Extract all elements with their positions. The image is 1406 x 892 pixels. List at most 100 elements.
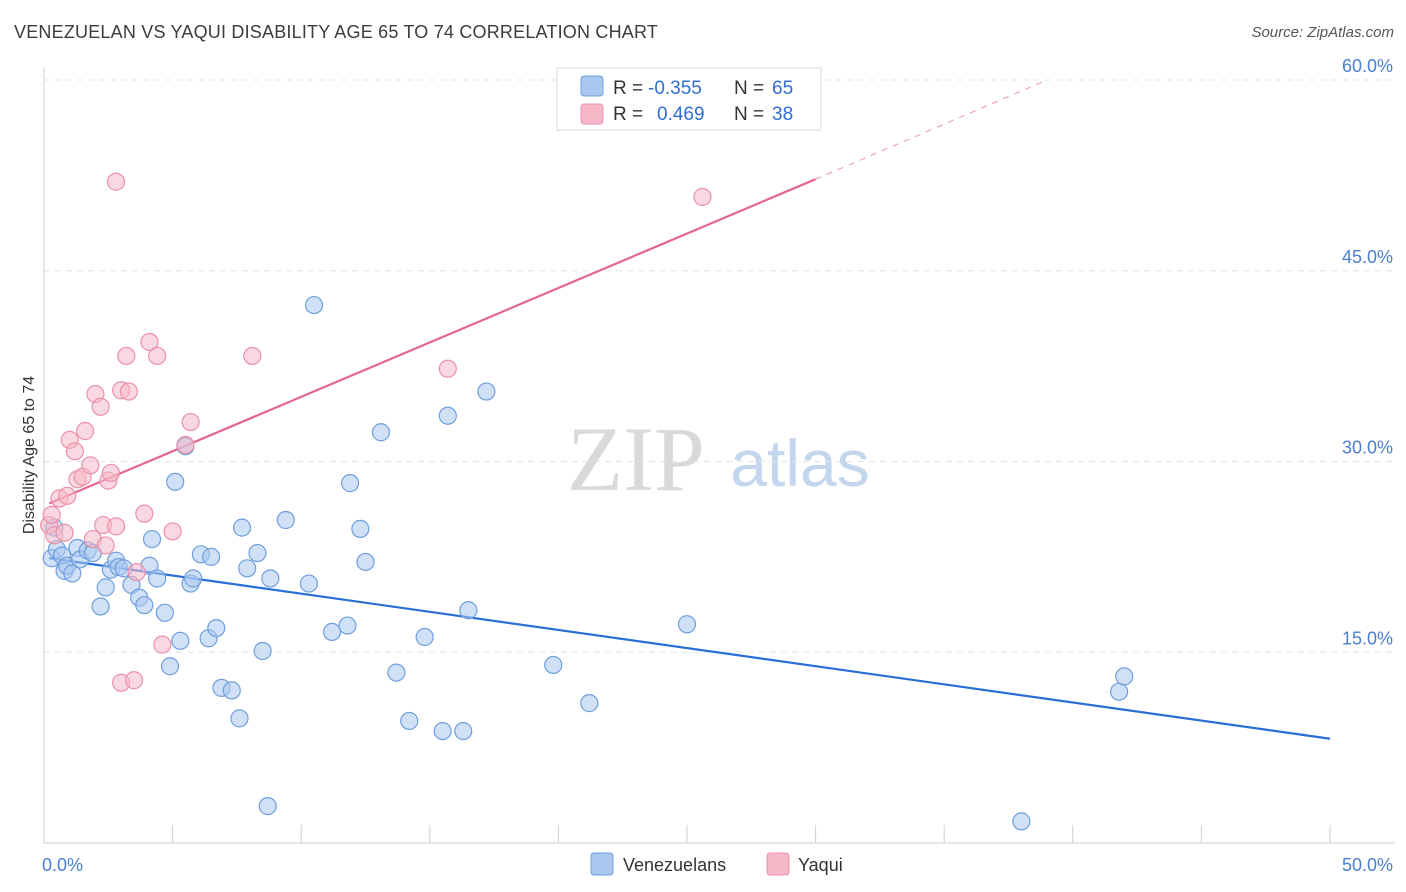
point-yaqui: [42, 505, 61, 525]
point-venezuelans: [230, 709, 249, 728]
point-venezuelans: [1109, 682, 1129, 701]
legend-r-label-2: R =: [613, 104, 643, 125]
trend-lines: [48, 79, 1331, 740]
point-venezuelans: [322, 622, 342, 642]
point-venezuelans: [351, 519, 370, 538]
point-yaqui: [96, 536, 115, 555]
point-yaqui: [148, 346, 167, 366]
watermark-zip: ZIP: [567, 408, 705, 510]
series-label-venezuelans: Venezuelans: [623, 855, 726, 875]
axes: [43, 68, 1395, 844]
point-yaqui: [55, 523, 74, 542]
point-yaqui: [106, 517, 126, 536]
point-yaqui: [119, 382, 138, 401]
point-venezuelans: [232, 518, 252, 537]
point-yaqui: [117, 346, 136, 366]
legend-r-label-1: R =: [613, 78, 643, 99]
point-venezuelans: [356, 552, 375, 572]
data-points: [40, 172, 1134, 831]
point-venezuelans: [438, 406, 457, 425]
point-venezuelans: [459, 601, 478, 620]
point-yaqui: [76, 421, 95, 441]
legend-n-value-1: 65: [772, 78, 793, 99]
point-venezuelans: [454, 721, 473, 741]
point-venezuelans: [166, 472, 185, 491]
point-venezuelans: [677, 615, 697, 634]
trend-line-yaqui: [48, 178, 817, 505]
point-venezuelans: [371, 423, 391, 442]
y-tick-labels: 15.0% 30.0% 45.0% 60.0%: [1342, 56, 1393, 648]
point-venezuelans: [207, 618, 226, 638]
y-tick-label: 30.0%: [1342, 438, 1393, 458]
x-tick-label: 0.0%: [42, 855, 83, 875]
x-tick-labels: 0.0% 50.0%: [42, 855, 1393, 875]
trend-line-venezuelans: [48, 557, 1331, 740]
point-venezuelans: [202, 547, 221, 566]
legend-r-value-1: -0.355: [648, 78, 702, 99]
point-venezuelans: [415, 627, 434, 647]
point-venezuelans: [340, 474, 360, 493]
point-venezuelans: [184, 569, 203, 588]
point-yaqui: [81, 456, 100, 475]
point-venezuelans: [91, 597, 110, 616]
point-venezuelans: [142, 529, 162, 549]
point-yaqui: [176, 435, 195, 455]
point-venezuelans: [338, 616, 357, 635]
point-venezuelans: [155, 603, 174, 622]
point-venezuelans: [387, 663, 406, 682]
point-venezuelans: [299, 574, 319, 593]
point-yaqui: [65, 442, 84, 461]
point-venezuelans: [96, 578, 115, 597]
chart-title: VENEZUELAN VS YAQUI DISABILITY AGE 65 TO…: [14, 22, 659, 42]
watermark-atlas: atlas: [730, 426, 869, 500]
point-venezuelans: [477, 382, 496, 401]
correlation-legend: R = -0.355 N = 65 R = 0.469 N = 38: [556, 67, 822, 131]
point-venezuelans: [222, 681, 241, 700]
point-venezuelans: [544, 655, 563, 675]
point-yaqui: [181, 412, 200, 432]
legend-swatch-venezuelans: [580, 75, 604, 97]
point-yaqui: [135, 504, 154, 523]
point-venezuelans: [248, 543, 267, 563]
y-tick-label: 15.0%: [1342, 628, 1393, 648]
point-yaqui: [153, 635, 172, 654]
point-venezuelans: [253, 641, 272, 661]
y-tick-label: 45.0%: [1342, 247, 1393, 267]
point-yaqui: [127, 563, 146, 582]
point-yaqui: [58, 486, 77, 505]
point-yaqui: [163, 522, 182, 541]
point-yaqui: [693, 187, 712, 207]
point-yaqui: [101, 463, 120, 483]
point-venezuelans: [433, 721, 452, 741]
series-swatch-yaqui: [766, 852, 790, 876]
point-venezuelans: [63, 564, 82, 583]
legend-n-label-1: N =: [734, 78, 764, 99]
point-yaqui: [124, 671, 144, 690]
point-venezuelans: [304, 295, 324, 315]
point-venezuelans: [238, 559, 257, 578]
legend-r-value-2: 0.469: [657, 104, 705, 125]
legend-n-label-2: N =: [734, 104, 764, 125]
point-yaqui: [438, 359, 457, 378]
point-venezuelans: [1012, 812, 1031, 831]
point-venezuelans: [148, 569, 167, 588]
point-venezuelans: [580, 694, 599, 713]
legend-swatch-yaqui: [580, 103, 604, 125]
legend-n-value-2: 38: [772, 104, 793, 125]
point-venezuelans: [160, 657, 180, 676]
series-legend: Venezuelans Yaqui: [590, 852, 843, 876]
point-venezuelans: [171, 631, 190, 650]
point-yaqui: [140, 332, 159, 352]
point-yaqui: [243, 346, 262, 366]
point-venezuelans: [258, 797, 277, 816]
point-venezuelans: [135, 596, 154, 615]
y-tick-label: 60.0%: [1342, 56, 1393, 76]
series-swatch-venezuelans: [590, 852, 614, 876]
series-label-yaqui: Yaqui: [798, 855, 843, 875]
source-credit: Source: ZipAtlas.com: [1251, 24, 1394, 41]
x-tick-label: 50.0%: [1342, 855, 1393, 875]
point-venezuelans: [261, 569, 280, 588]
point-venezuelans: [276, 510, 295, 530]
trend-line-yaqui-extension: [815, 79, 1048, 180]
